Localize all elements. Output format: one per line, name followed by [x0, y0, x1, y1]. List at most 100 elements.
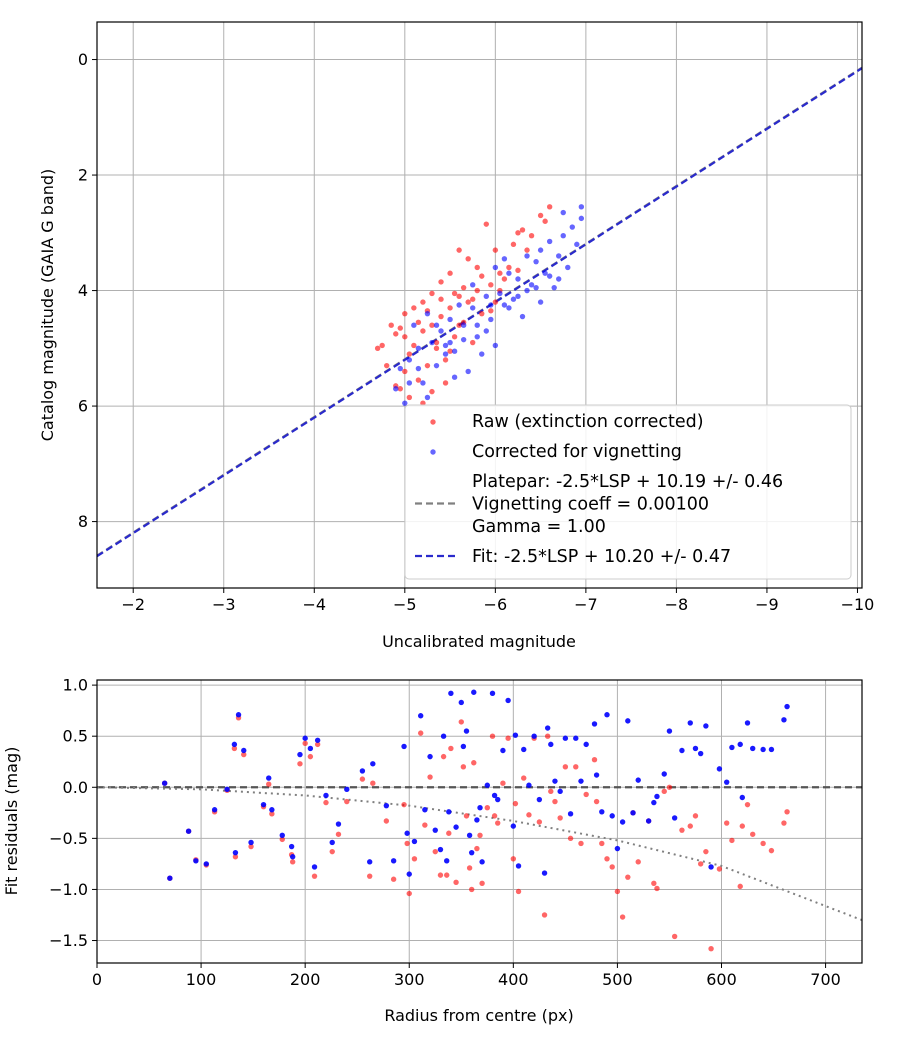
raw-point [447, 305, 453, 311]
residual-corrected-point [760, 746, 766, 753]
residual-corrected-point [167, 875, 173, 881]
residual-corrected-point [671, 815, 678, 821]
residual-corrected-point [661, 771, 667, 777]
residual-corrected-point [510, 823, 517, 829]
x-tick-label: −3 [212, 595, 236, 614]
residual-raw-point [666, 784, 673, 790]
corrected-point [560, 232, 566, 239]
residual-raw-point [335, 831, 342, 837]
residual-raw-point [248, 843, 254, 850]
bottom-xlabel: Radius from centre (px) [384, 1006, 573, 1025]
residual-raw-point [323, 799, 329, 806]
residual-raw-point [302, 740, 308, 747]
residual-raw-point [427, 774, 433, 780]
residual-raw-point [744, 801, 751, 808]
corrected-point [415, 365, 422, 372]
top-xlabel: Uncalibrated magnitude [382, 632, 576, 651]
residual-corrected-point [422, 807, 428, 813]
corrected-point [524, 253, 530, 259]
residual-corrected-point [437, 846, 444, 853]
corrected-point [546, 238, 553, 245]
raw-point [537, 212, 544, 219]
residual-corrected-point [781, 717, 787, 723]
x-tick-label: 700 [810, 970, 841, 989]
residual-corrected-point [440, 733, 447, 739]
x-tick-label: 600 [706, 970, 737, 989]
residual-raw-point [708, 945, 714, 952]
top-legend: Raw (extinction corrected) Corrected for … [404, 404, 852, 580]
corrected-point [433, 322, 440, 328]
residual-corrected-point [614, 845, 621, 852]
residual-corrected-point [567, 811, 574, 817]
corrected-point [474, 322, 480, 328]
residual-corrected-point [297, 751, 303, 758]
residual-raw-point [232, 854, 239, 860]
corrected-point [451, 348, 458, 354]
residual-corrected-point [619, 819, 626, 825]
residual-raw-point [591, 756, 598, 763]
residual-raw-point [266, 781, 272, 787]
residual-corrected-point [344, 786, 350, 793]
residual-raw-point [687, 823, 693, 829]
residual-corrected-point [444, 858, 450, 864]
raw-point [483, 221, 489, 227]
raw-point [402, 334, 408, 340]
bottom-chart: 0 100 200 300 400 500 600 700 1.0 0.5 0.0 −0.5 −1.0 −… [2, 676, 863, 1025]
residual-raw-point [444, 872, 450, 878]
raw-point [393, 331, 399, 337]
raw-point [501, 276, 508, 282]
residual-raw-point [446, 830, 452, 836]
corrected-point [406, 357, 413, 363]
residual-corrected-point [366, 859, 373, 865]
residual-corrected-point [599, 809, 605, 815]
raw-point [424, 362, 431, 369]
y-tick-label: 6 [78, 397, 88, 416]
raw-point [497, 270, 503, 276]
residual-corrected-point [307, 745, 314, 752]
raw-point [479, 310, 485, 317]
raw-point [456, 247, 462, 253]
residual-corrected-point [591, 721, 598, 727]
x-tick-label: 400 [498, 970, 529, 989]
residual-corrected-point [417, 713, 424, 719]
corrected-point [465, 368, 471, 375]
residual-raw-point [297, 761, 303, 767]
legend-label: Fit: -2.5*LSP + 10.20 +/- 0.47 [472, 547, 731, 567]
residual-raw-point [619, 914, 626, 920]
residual-raw-point [432, 848, 438, 855]
legend-label: Raw (extinction corrected) [472, 412, 704, 432]
corrected-point [492, 264, 499, 271]
residual-corrected-point [666, 728, 673, 734]
corrected-point [483, 293, 489, 300]
residual-corrected-point [630, 810, 636, 816]
raw-point [406, 394, 413, 401]
residual-corrected-point [505, 697, 511, 704]
raw-point [411, 305, 417, 311]
residual-corrected-point [687, 720, 693, 726]
x-tick-label: −9 [755, 595, 779, 614]
top-ylabel: Catalog magnitude (GAIA G band) [38, 169, 57, 441]
corrected-point [515, 293, 521, 300]
corrected-point [424, 310, 431, 317]
corrected-point [460, 336, 467, 343]
residual-corrected-point [484, 782, 491, 788]
corrected-point [479, 351, 485, 357]
raw-point [438, 313, 444, 320]
corrected-point [528, 282, 535, 288]
corrected-point [402, 400, 408, 406]
raw-point [474, 287, 480, 294]
residual-corrected-point [739, 794, 746, 801]
raw-point [492, 299, 499, 305]
residual-corrected-point [460, 743, 467, 750]
raw-point [528, 232, 535, 239]
top-plot-frame [96, 21, 863, 589]
residual-raw-point [526, 812, 532, 818]
residual-corrected-point [323, 792, 329, 799]
corrected-point [424, 394, 431, 401]
residual-corrected-point [479, 859, 485, 865]
residual-corrected-point [463, 728, 470, 734]
x-tick-label: 200 [290, 970, 321, 989]
residual-raw-point [521, 775, 527, 781]
corrected-point [519, 313, 526, 320]
residual-raw-point [468, 886, 475, 893]
